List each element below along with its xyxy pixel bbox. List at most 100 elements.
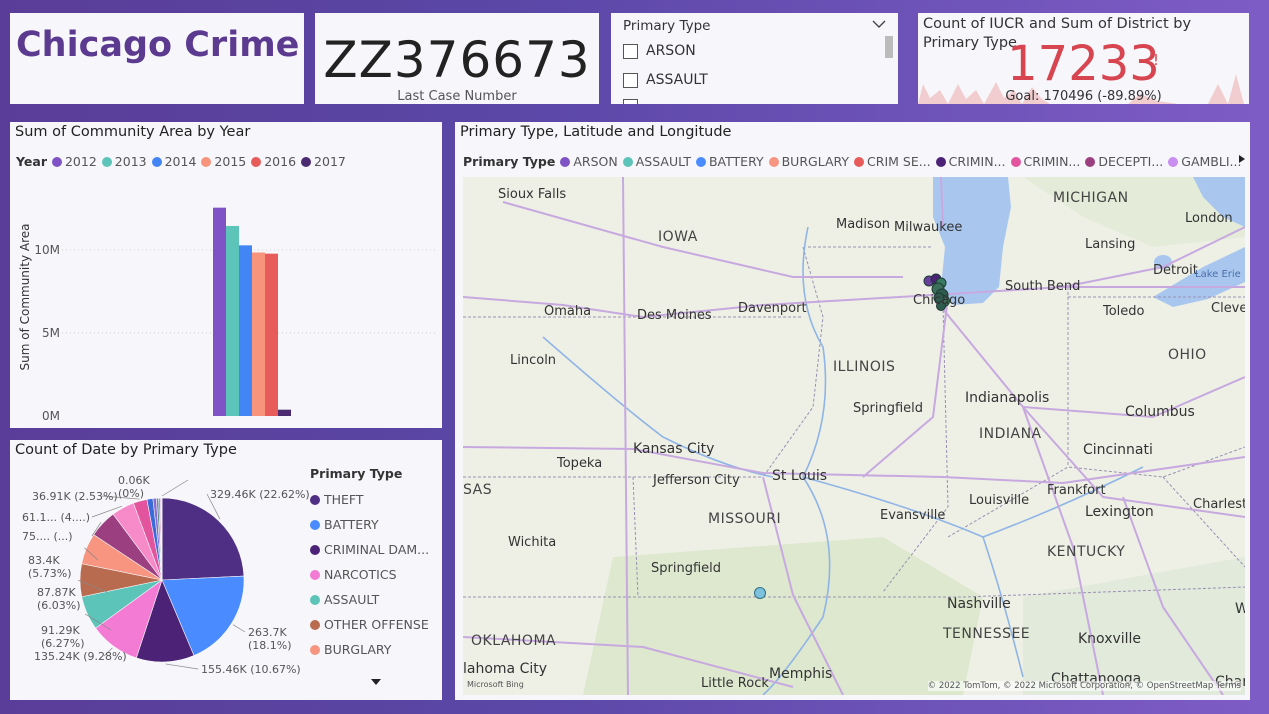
slicer-item-assault[interactable]: ASSAULT [623, 69, 708, 91]
legend-item[interactable]: ASSAULT [310, 587, 429, 612]
dashboard-title: Chicago Crime [16, 25, 300, 65]
city-label: Little Rock [701, 676, 769, 691]
slicer-item-partial[interactable] [623, 95, 646, 104]
legend-label: BATTERY [324, 517, 379, 532]
legend-swatch [101, 156, 112, 167]
legend-swatch [1085, 156, 1096, 167]
bing-logo: Microsoft Bing [467, 680, 524, 689]
checkbox[interactable] [623, 98, 638, 104]
legend-title: Primary Type [463, 154, 556, 169]
city-label: Evansville [880, 508, 946, 523]
legend-item[interactable]: OTHER OFFENSE [310, 612, 429, 637]
legend-item[interactable]: NARCOTICS [310, 562, 429, 587]
legend-swatch [695, 156, 706, 167]
legend-swatch [310, 519, 320, 530]
map-background [463, 177, 1245, 695]
city-label: South Bend [1005, 279, 1081, 294]
city-label: Omaha [544, 304, 592, 319]
legend-item[interactable]: 2017 [301, 154, 346, 169]
leader-line [206, 493, 221, 520]
bar-2016[interactable] [265, 253, 278, 416]
slicer-item-label: ASSAULT [646, 72, 708, 88]
legend-item[interactable]: ARSON [560, 154, 618, 169]
legend-item[interactable]: BURGLARY [310, 637, 429, 662]
legend-swatch [768, 156, 779, 167]
legend-label: GAMBLI... [1181, 154, 1242, 169]
pie-slice[interactable] [161, 575, 245, 656]
legend-label: DECEPTI... [1098, 154, 1164, 169]
bar-2012[interactable] [213, 207, 226, 416]
pie-data-label: 0.06K (0%) [118, 474, 150, 500]
legend-item[interactable]: 2012 [51, 154, 97, 169]
bar-2017[interactable] [278, 409, 291, 416]
legend-item[interactable]: CRIMINAL DAM... [310, 537, 429, 562]
pie-data-label: 263.7K (18.1%) [248, 626, 292, 652]
pie-slice[interactable] [161, 497, 245, 581]
triangle-right-icon[interactable] [1238, 154, 1246, 164]
legend-label: OTHER OFFENSE [324, 617, 429, 632]
pie-data-label: 91.29K (6.27%) [41, 624, 85, 650]
chevron-down-icon[interactable] [872, 19, 886, 29]
case-number-value: ZZ376673 [323, 31, 591, 89]
bar-2015[interactable] [252, 252, 265, 416]
bar-2013[interactable] [226, 225, 239, 416]
map-canvas[interactable]: Sioux Falls Madison Milwaukee Lansing Lo… [463, 177, 1245, 695]
legend-item[interactable]: 2016 [251, 154, 296, 169]
legend-item[interactable]: BURGLARY [768, 154, 850, 169]
legend-item[interactable]: BATTERY [695, 154, 764, 169]
leader-line [161, 479, 189, 497]
legend-swatch [1168, 156, 1179, 167]
leader-line [77, 579, 108, 593]
kpi-trend-area [918, 74, 1244, 104]
community-area-by-year-chart[interactable]: Sum of Community Area by Year Year 2012 2… [10, 122, 442, 428]
last-case-number-card[interactable]: ZZ376673 Last Case Number [315, 13, 599, 104]
checkbox[interactable] [623, 72, 638, 88]
city-label: London [1185, 211, 1233, 226]
legend-item[interactable]: CRIMIN... [1010, 154, 1080, 169]
bar-2014[interactable] [239, 245, 252, 416]
slicer-scrollbar[interactable] [885, 36, 893, 58]
legend-item[interactable]: DECEPTI... [1085, 154, 1163, 169]
case-number-label: Last Case Number [397, 89, 517, 104]
legend-label: BURGLARY [781, 154, 850, 169]
checkbox[interactable] [623, 43, 638, 59]
legend-swatch [310, 594, 320, 605]
kpi-indicator: ! [1153, 51, 1160, 69]
legend-swatch [310, 569, 320, 580]
legend-swatch [201, 156, 212, 167]
legend-item[interactable]: 2013 [101, 154, 147, 169]
legend-item[interactable]: BATTERY [310, 512, 429, 537]
map-attribution[interactable]: © 2022 TomTom, © 2022 Microsoft Corporat… [927, 681, 1241, 691]
pie-data-label: 83.4K (5.73%) [28, 554, 72, 580]
kpi-card[interactable]: Count of IUCR and Sum of District by Pri… [918, 13, 1249, 104]
legend-swatch [622, 156, 633, 167]
pie-data-label: 155.46K (10.67%) [201, 663, 301, 676]
legend-item[interactable]: CRIM SE... [854, 154, 931, 169]
pie-data-label: 87.87K (6.03%) [37, 586, 81, 612]
leader-line [232, 624, 246, 633]
leader-line [84, 547, 99, 561]
primary-type-map[interactable]: Primary Type, Latitude and Longitude Pri… [455, 122, 1250, 700]
y-tick-label: 10M [34, 243, 60, 257]
legend-item[interactable]: CRIMIN... [935, 154, 1006, 169]
legend-item[interactable]: 2015 [201, 154, 246, 169]
legend-item[interactable]: THEFT [310, 487, 429, 512]
legend-item[interactable]: 2014 [151, 154, 196, 169]
legend-item[interactable]: ASSAULT [622, 154, 691, 169]
city-label: Cleve [1211, 301, 1245, 316]
state-label: TENNESSEE [943, 626, 1031, 642]
state-label: SAS [463, 482, 493, 498]
legend-swatch [310, 644, 320, 655]
legend-swatch [251, 156, 262, 167]
triangle-down-icon[interactable] [370, 678, 382, 686]
primary-type-slicer[interactable]: Primary Type ARSON ASSAULT [611, 13, 898, 104]
pie-data-label: 36.91K (2.53%) [32, 490, 118, 503]
legend-label: NARCOTICS [324, 567, 397, 582]
slicer-item-arson[interactable]: ARSON [623, 40, 696, 62]
city-label: Chicago [913, 293, 966, 308]
date-by-primary-type-chart[interactable]: Count of Date by Primary Type 329.46K (2… [10, 440, 442, 700]
pie-legend: Primary Type THEFT BATTERY CRIMINAL DAM...… [310, 466, 429, 662]
legend-item[interactable]: GAMBLI... [1168, 154, 1241, 169]
city-label: Charleston [1193, 497, 1245, 512]
